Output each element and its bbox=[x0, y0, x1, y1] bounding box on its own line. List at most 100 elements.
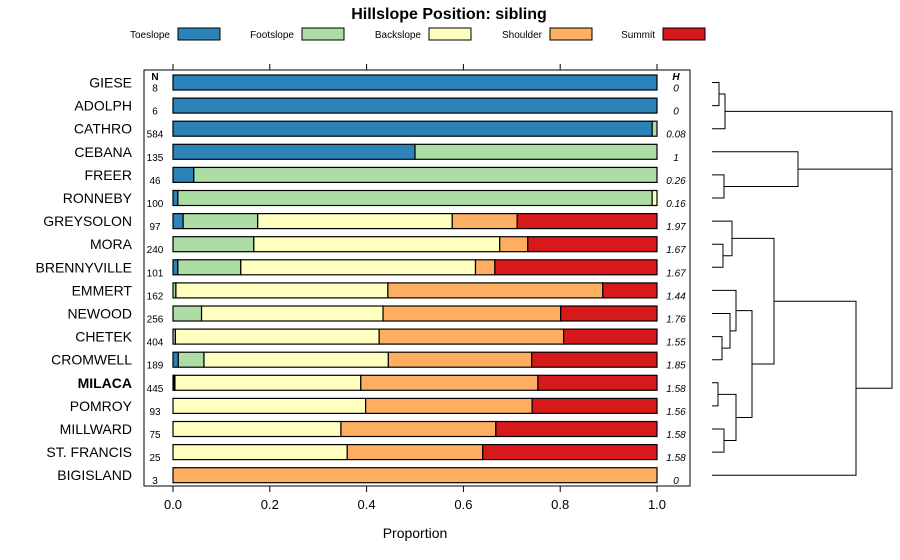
bar-segment-cathro-footslope bbox=[651, 120, 658, 137]
row-label-milaca: MILACA bbox=[78, 375, 132, 391]
bar-segment-millward-backslope bbox=[172, 420, 342, 438]
n-value-emmert: 162 bbox=[147, 291, 164, 302]
bar-segment-ronneby-backslope bbox=[651, 189, 658, 207]
x-tick-label: 0.8 bbox=[551, 497, 569, 512]
dendrogram-link-7 bbox=[712, 336, 723, 361]
legend-label-toeslope: Toeslope bbox=[130, 30, 170, 41]
row-label-cebana: CEBANA bbox=[74, 144, 132, 160]
dendrogram-link-6 bbox=[712, 220, 733, 257]
dendrogram-link-4 bbox=[725, 110, 893, 170]
n-value-brennyville: 101 bbox=[147, 268, 164, 279]
bar-segment-ronneby-toeslope bbox=[172, 189, 179, 207]
n-value-cromwell: 189 bbox=[147, 361, 164, 372]
dendrogram-link-0 bbox=[712, 82, 720, 107]
bar-segment-chetek-backslope bbox=[174, 328, 380, 345]
row-label-brennyville: BRENNYVILLE bbox=[36, 259, 132, 275]
bar-segment-brennyville-backslope bbox=[240, 259, 477, 276]
h-value-freer: 0.26 bbox=[666, 176, 686, 187]
bar-segment-greysolon-footslope bbox=[182, 213, 259, 230]
bar-segment-cromwell-shoulder bbox=[387, 351, 533, 368]
bar-segment-pomroy-backslope bbox=[172, 397, 367, 414]
h-value-cromwell: 1.85 bbox=[666, 361, 686, 372]
bar-segment-bigisland-shoulder bbox=[172, 467, 658, 484]
bar-segment-mora-summit bbox=[527, 236, 658, 253]
n-column-header: N bbox=[151, 72, 158, 83]
row-label-adolph: ADOLPH bbox=[74, 98, 132, 114]
dendrogram-link-8 bbox=[712, 313, 731, 349]
legend-label-backslope: Backslope bbox=[375, 30, 422, 41]
bar-rows: GIESE 8 0 ADOLPH 6 0 CATHRO 584 0.08 CEBANA 135 1 FR… bbox=[36, 74, 686, 487]
bar-segment-giese-toeslope bbox=[172, 74, 658, 91]
bar-segment-greysolon-backslope bbox=[257, 213, 453, 230]
dendrogram-link-12 bbox=[718, 393, 737, 442]
n-value-chetek: 404 bbox=[147, 338, 164, 349]
bar-segment-brennyville-shoulder bbox=[474, 259, 496, 276]
dendrogram-link-13 bbox=[736, 310, 753, 418]
h-column-header: H bbox=[672, 72, 680, 83]
row-label-mora: MORA bbox=[90, 236, 133, 252]
dendrogram-link-2 bbox=[712, 174, 725, 199]
row-label-cromwell: CROMWELL bbox=[51, 352, 132, 368]
h-value-mora: 1.67 bbox=[666, 245, 686, 256]
bar-segment-newood-summit bbox=[560, 305, 658, 322]
legend-label-summit: Summit bbox=[621, 30, 655, 41]
x-axis-label: Proportion bbox=[383, 525, 448, 541]
bar-segment-pomroy-summit bbox=[531, 397, 658, 414]
legend-swatch-backslope bbox=[428, 27, 472, 41]
dendrogram-link-11 bbox=[712, 428, 725, 453]
bar-segment-greysolon-toeslope bbox=[172, 213, 184, 230]
bar-segment-cromwell-toeslope bbox=[172, 351, 179, 368]
dendrogram-link-10 bbox=[712, 382, 719, 407]
legend-swatch-footslope bbox=[301, 27, 345, 41]
chart-title: Hillslope Position: sibling bbox=[351, 6, 547, 23]
dendrogram-link-16 bbox=[856, 140, 893, 389]
h-value-milaca: 1.58 bbox=[666, 384, 686, 395]
bar-segment-greysolon-summit bbox=[516, 213, 658, 230]
bar-segment-chetek-shoulder bbox=[378, 328, 565, 345]
row-label-newood: NEWOOD bbox=[67, 306, 132, 322]
n-value-st-francis: 25 bbox=[149, 453, 161, 464]
x-tick-label: 0.2 bbox=[261, 497, 279, 512]
bar-segment-adolph-toeslope bbox=[172, 97, 658, 114]
dendrogram-link-5 bbox=[712, 243, 724, 268]
row-label-freer: FREER bbox=[85, 167, 132, 183]
n-value-mora: 240 bbox=[147, 245, 164, 256]
legend-swatch-toeslope bbox=[177, 27, 221, 41]
bar-segment-mora-footslope bbox=[172, 236, 255, 253]
n-value-giese: 8 bbox=[152, 84, 158, 95]
x-tick-label: 0.0 bbox=[164, 497, 182, 512]
row-label-pomroy: POMROY bbox=[70, 398, 133, 414]
row-label-greysolon: GREYSOLON bbox=[43, 213, 132, 229]
legend-swatch-shoulder bbox=[549, 27, 593, 41]
h-value-pomroy: 1.56 bbox=[666, 407, 686, 418]
bar-segment-st-francis-summit bbox=[482, 444, 658, 461]
dendrogram-link-9 bbox=[712, 289, 737, 332]
row-label-ronneby: RONNEBY bbox=[63, 190, 133, 206]
bar-segment-emmert-backslope bbox=[175, 282, 389, 299]
bar-segment-st-francis-backslope bbox=[172, 444, 348, 461]
n-value-adolph: 6 bbox=[152, 107, 158, 118]
bar-segment-millward-shoulder bbox=[340, 420, 497, 438]
h-value-st-francis: 1.58 bbox=[666, 453, 686, 464]
legend: Toeslope Footslope Backslope Shoulder Summit bbox=[130, 27, 706, 41]
bar-segment-pomroy-shoulder bbox=[365, 397, 533, 414]
n-value-freer: 46 bbox=[149, 176, 161, 187]
bar-segment-cebana-footslope bbox=[414, 143, 658, 160]
n-value-cebana: 135 bbox=[147, 153, 164, 164]
legend-label-footslope: Footslope bbox=[250, 30, 294, 41]
h-value-chetek: 1.55 bbox=[666, 338, 686, 349]
bar-segment-brennyville-toeslope bbox=[172, 259, 179, 276]
x-tick-label: 1.0 bbox=[648, 497, 666, 512]
h-value-newood: 1.76 bbox=[666, 315, 686, 326]
row-label-chetek: CHETEK bbox=[75, 329, 132, 345]
bar-segment-mora-backslope bbox=[253, 236, 501, 253]
bar-segment-brennyville-summit bbox=[494, 259, 658, 276]
x-axis: 0.0 0.2 0.4 0.6 0.8 1.0 bbox=[164, 64, 666, 512]
bar-segment-cromwell-backslope bbox=[203, 351, 389, 368]
x-tick-label: 0.6 bbox=[454, 497, 472, 512]
n-value-cathro: 584 bbox=[147, 130, 164, 141]
dendrogram-link-15 bbox=[712, 300, 857, 476]
row-label-st-francis: ST. FRANCIS bbox=[46, 444, 132, 460]
h-value-cathro: 0.08 bbox=[666, 130, 686, 141]
